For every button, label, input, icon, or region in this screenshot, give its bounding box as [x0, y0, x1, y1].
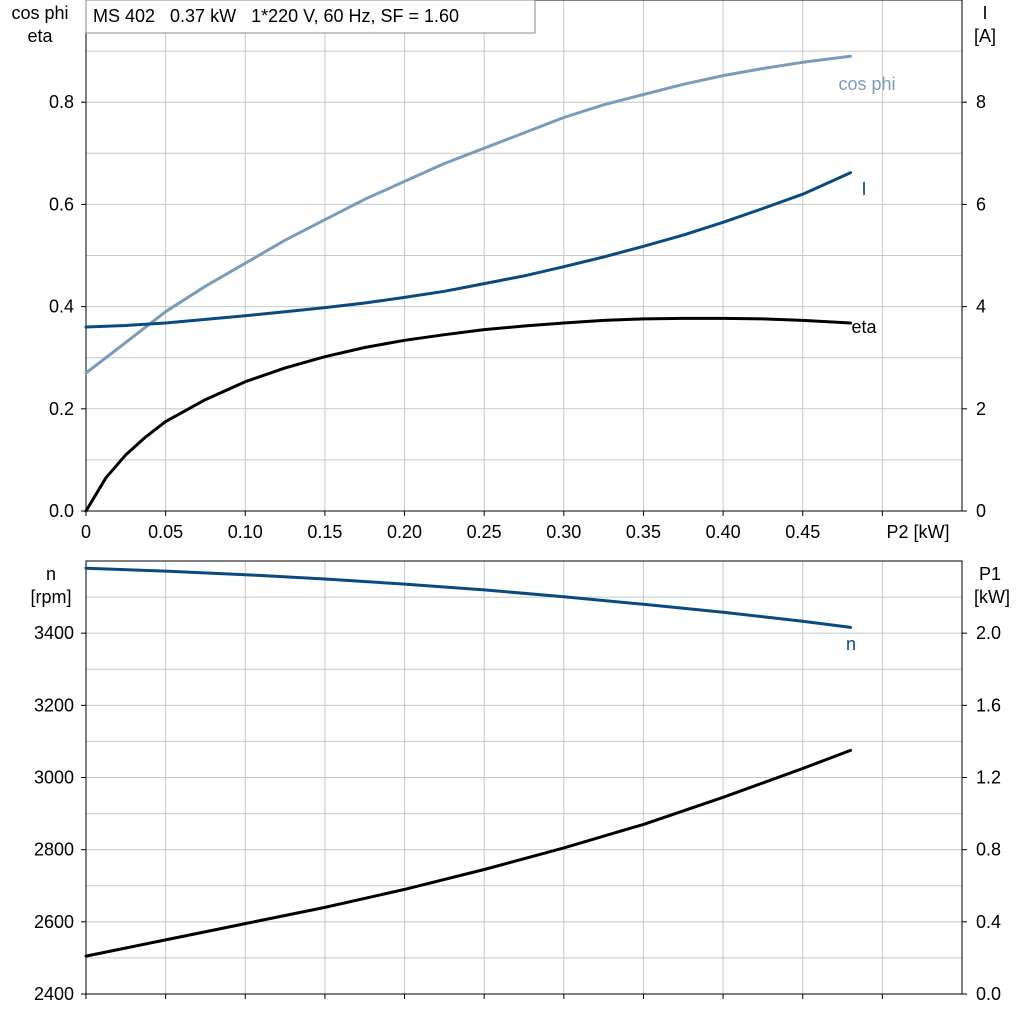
bottom-left-ticks: 2400 2600 2800 3000 3200 3400	[34, 623, 86, 1004]
top-left-axis-title-line1: cos phi	[11, 3, 68, 23]
bottom-right-tick-label: 1.6	[976, 695, 1001, 715]
top-left-axis-title-line2: eta	[27, 26, 53, 46]
top-left-tick-label: 0.6	[49, 194, 74, 214]
bottom-right-axis-title-line2: [kW]	[974, 587, 1010, 607]
x-tick-label: 0.10	[228, 522, 263, 542]
bottom-right-axis-title-line1: P1	[979, 564, 1001, 584]
bottom-left-tick-label: 2600	[34, 912, 74, 932]
bottom-right-tick-label: 2.0	[976, 623, 1001, 643]
top-right-tick-label: 8	[976, 92, 986, 112]
x-tick-label: 0.05	[148, 522, 183, 542]
top-right-tick-label: 4	[976, 297, 986, 317]
x-tick-label: 0.45	[785, 522, 820, 542]
bottom-left-tick-label: 3000	[34, 768, 74, 788]
bottom-left-tick-label: 2800	[34, 840, 74, 860]
top-series-eta-label: eta	[851, 317, 877, 337]
top-left-tick-label: 0.4	[49, 297, 74, 317]
bottom-left-axis-title-line1: n	[46, 564, 56, 584]
x-tick-label: 0.20	[387, 522, 422, 542]
info-box-text: MS 402 0.37 kW 1*220 V, 60 Hz, SF = 1.60	[93, 6, 459, 26]
x-tick-label: 0.25	[467, 522, 502, 542]
top-right-axis-title-line1: I	[982, 3, 987, 23]
top-x-ticks: 0 0.05 0.10 0.15 0.20 0.25 0.30 0.35 0.40 0.45	[81, 522, 820, 542]
bottom-series-p1-line	[84, 748, 852, 958]
top-left-tick-label: 0.8	[49, 92, 74, 112]
top-series-cos-phi-label: cos phi	[838, 74, 895, 94]
bottom-grid	[85, 561, 962, 999]
bottom-right-tick-label: 0.8	[976, 840, 1001, 860]
bottom-right-tick-label: 0.4	[976, 912, 1001, 932]
bottom-left-tick-label: 3200	[34, 695, 74, 715]
top-right-tick-label: 2	[976, 399, 986, 419]
top-left-tick-label: 0.2	[49, 399, 74, 419]
x-tick-label: 0.30	[546, 522, 581, 542]
bottom-left-axis-title-line2: [rpm]	[30, 587, 71, 607]
x-tick-label: 0.40	[706, 522, 741, 542]
x-tick-label: 0.15	[307, 522, 342, 542]
x-tick-label: 0	[81, 522, 91, 542]
top-right-tick-label: 6	[976, 194, 986, 214]
bottom-series: n	[84, 566, 856, 958]
top-right-ticks: 0 2 4 6 8	[962, 92, 986, 521]
bottom-right-tick-label: 1.2	[976, 768, 1001, 788]
info-box: MS 402 0.37 kW 1*220 V, 60 Hz, SF = 1.60	[85, 0, 536, 34]
top-series-i-line	[84, 171, 852, 329]
bottom-left-tick-label: 2400	[34, 984, 74, 1004]
bottom-series-n-line	[84, 566, 852, 629]
top-left-tick-label: 0.0	[49, 501, 74, 521]
bottom-series-n-label: n	[846, 634, 856, 654]
bottom-left-tick-label: 3400	[34, 623, 74, 643]
bottom-panel: 2400 2600 2800 3000 3200 3400 0.0 0.4 0.8 1.2 1.6…	[30, 560, 1010, 1004]
info-box-frame	[85, 0, 536, 34]
bottom-right-tick-label: 0.0	[976, 984, 1001, 1004]
top-series-i-label: I	[861, 179, 866, 199]
x-tick-label: 0.35	[626, 522, 661, 542]
top-grid	[85, 0, 962, 516]
top-left-ticks: 0.0 0.2 0.4 0.6 0.8	[49, 92, 86, 521]
bottom-right-ticks: 0.0 0.4 0.8 1.2 1.6 2.0	[962, 623, 1001, 1004]
top-series-cos-phi-line	[84, 54, 852, 375]
top-series-eta-line	[84, 316, 852, 513]
top-plot-frame	[85, 0, 963, 512]
top-right-axis-title-line2: [A]	[974, 26, 996, 46]
top-right-tick-label: 0	[976, 501, 986, 521]
x-axis-title: P2 [kW]	[886, 522, 949, 542]
